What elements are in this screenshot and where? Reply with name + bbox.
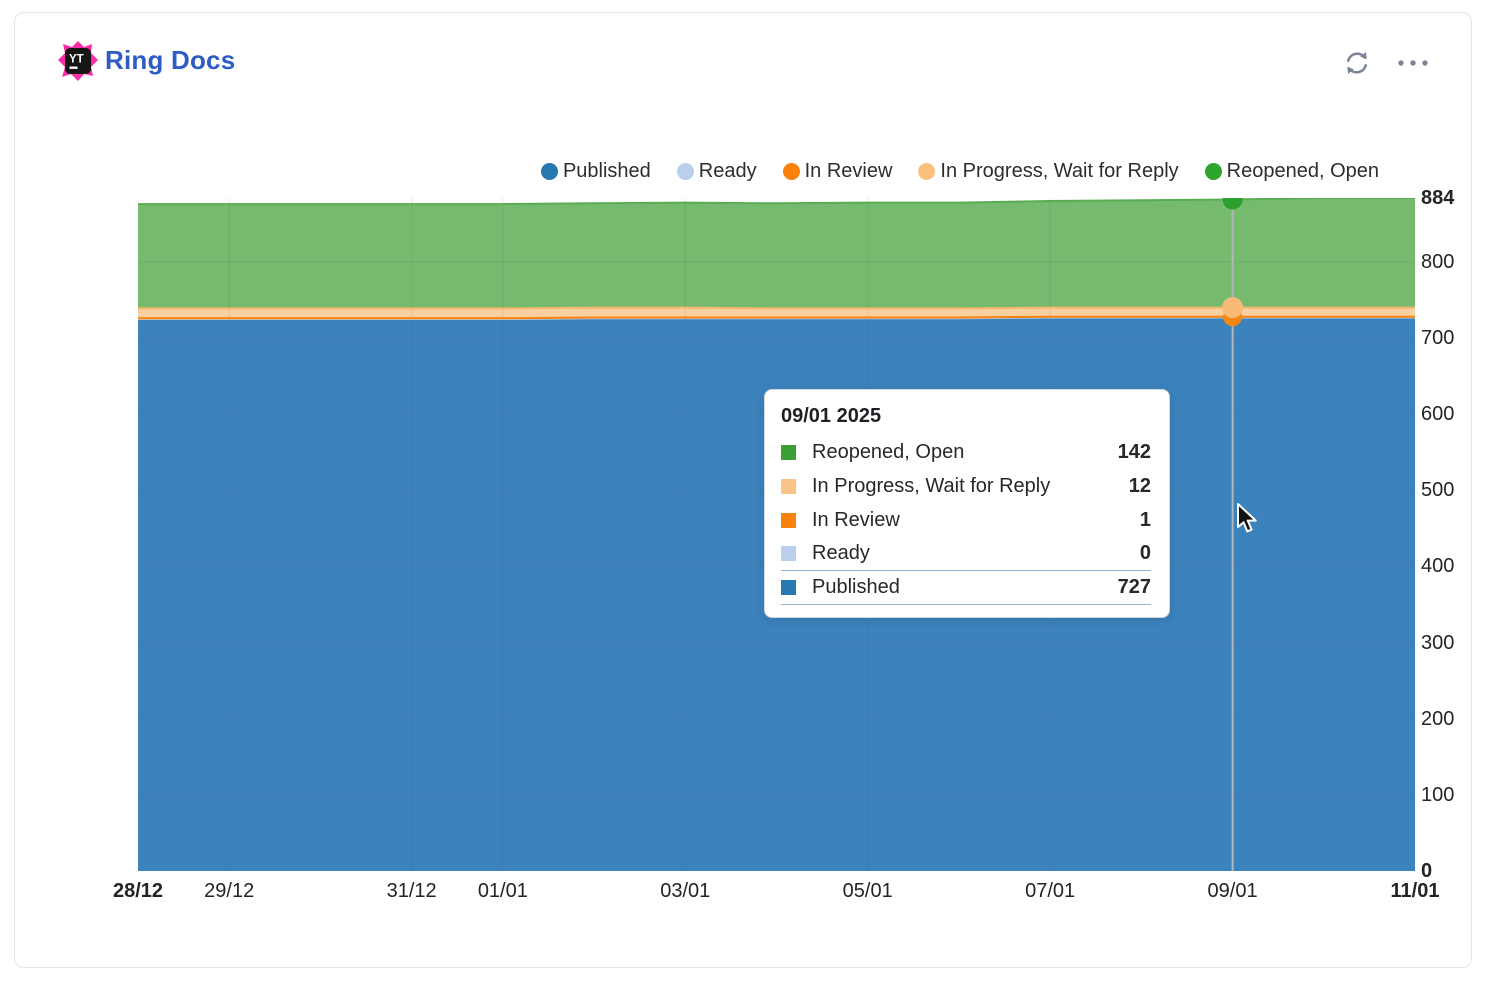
tooltip-date: 09/01 2025: [781, 405, 882, 427]
youtrack-logo-icon: YT: [58, 41, 98, 81]
legend-label: In Progress, Wait for Reply: [940, 160, 1179, 182]
mouse-cursor-icon: [1236, 503, 1262, 540]
legend-label: In Review: [804, 160, 893, 182]
legend-item[interactable]: Ready: [676, 160, 757, 183]
x-axis-label: 11/01: [1390, 880, 1440, 902]
tooltip-row: In Progress, Wait for Reply 12: [781, 469, 1151, 503]
x-axis-label: 07/01: [1025, 880, 1076, 902]
series-value: 142: [1117, 440, 1151, 463]
widget-title[interactable]: Ring Docs: [105, 45, 236, 75]
y-axis-label: 100: [1421, 783, 1455, 806]
legend-label: Ready: [698, 160, 757, 182]
x-axis-label: 31/12: [386, 880, 437, 902]
legend-color-dot: [676, 163, 694, 180]
chart-tooltip: 09/01 2025 Reopened, Open 142 In Progress,…: [764, 389, 1170, 618]
x-axis-label: 28/12: [112, 880, 164, 902]
x-axis-label: 09/01: [1207, 880, 1258, 902]
series-color-swatch: [781, 546, 796, 561]
legend-item[interactable]: In Progress, Wait for Reply: [918, 160, 1179, 183]
widget-card: YT Ring Docs Published Ready In Review In P…: [14, 12, 1472, 968]
refresh-icon[interactable]: [1343, 49, 1371, 77]
series-label: Reopened, Open: [812, 440, 965, 463]
x-axis-label: 03/01: [660, 880, 711, 902]
series-value: 0: [1139, 542, 1151, 564]
legend-color-dot: [1204, 163, 1222, 180]
y-axis-label: 700: [1421, 327, 1455, 350]
y-axis-label: 0: [1421, 860, 1433, 882]
y-axis-label: 200: [1421, 707, 1455, 730]
legend-color-dot: [782, 163, 800, 180]
legend-color-dot: [540, 163, 558, 180]
y-axis-label: 884: [1421, 187, 1455, 209]
legend-label: Published: [562, 160, 651, 182]
series-color-swatch: [781, 444, 796, 460]
legend-item[interactable]: In Review: [782, 160, 893, 183]
x-axis-label: 01/01: [477, 880, 528, 902]
series-value: 727: [1117, 576, 1151, 598]
y-axis-label: 600: [1421, 403, 1455, 426]
svg-text:YT: YT: [69, 54, 84, 66]
series-color-swatch: [781, 478, 796, 494]
series-value: 12: [1128, 474, 1151, 497]
tooltip-row: Ready 0: [781, 537, 1151, 571]
more-options-icon[interactable]: [1396, 49, 1430, 77]
tooltip-row: Published 727: [781, 571, 1151, 605]
series-label: Published: [812, 576, 900, 598]
tooltip-row: In Review 1: [781, 503, 1151, 537]
y-axis-label: 500: [1421, 479, 1455, 502]
series-label: In Progress, Wait for Reply: [812, 474, 1051, 497]
legend-item[interactable]: Reopened, Open: [1204, 160, 1379, 183]
x-axis-label: 05/01: [842, 880, 893, 902]
series-value: 1: [1139, 508, 1151, 531]
legend-color-dot: [918, 163, 936, 180]
series-label: In Review: [812, 508, 900, 531]
y-axis-label: 400: [1421, 555, 1455, 578]
series-label: Ready: [812, 542, 870, 564]
series-color-swatch: [781, 580, 796, 595]
tooltip-row: Reopened, Open 142: [781, 435, 1151, 469]
tooltip-rows: Reopened, Open 142 In Progress, Wait for R…: [781, 435, 1151, 605]
legend-item[interactable]: Published: [540, 160, 651, 183]
legend: Published Ready In Review In Progress, Wait…: [540, 160, 1379, 183]
series-color-swatch: [781, 512, 796, 528]
x-axis-label: 29/12: [204, 880, 255, 902]
legend-label: Reopened, Open: [1226, 160, 1379, 182]
y-axis-label: 300: [1421, 631, 1455, 654]
y-axis-label: 800: [1421, 250, 1455, 273]
